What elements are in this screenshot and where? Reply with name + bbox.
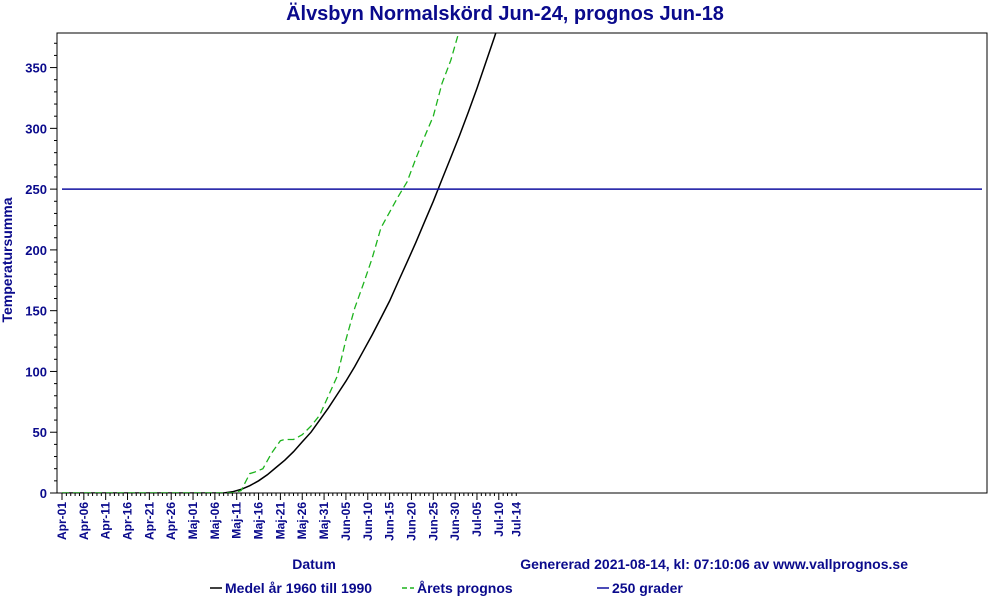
- x-tick: Apr-16: [121, 502, 135, 540]
- y-tick-label: 0: [40, 486, 47, 501]
- x-tick: Jul-10: [492, 502, 506, 537]
- y-tick-label: 100: [25, 364, 47, 379]
- x-tick-label: Apr-06: [77, 502, 91, 540]
- x-tick: Jun-15: [383, 502, 397, 541]
- x-tick: Apr-11: [99, 502, 113, 540]
- x-tick: Maj-21: [273, 502, 287, 540]
- x-tick-label: Jun-10: [361, 502, 375, 541]
- y-tick-label: 350: [25, 61, 47, 76]
- x-tick-label: Jun-30: [448, 502, 462, 541]
- x-tick: Jun-30: [448, 502, 462, 541]
- x-tick-label: Maj-21: [273, 502, 287, 540]
- x-tick-label: Maj-26: [295, 502, 309, 540]
- x-tick-label: Jun-20: [404, 502, 418, 541]
- x-tick: Maj-16: [252, 502, 266, 540]
- legend-label: Medel år 1960 till 1990: [225, 580, 372, 596]
- y-tick-label: 300: [25, 121, 47, 136]
- x-tick: Maj-06: [208, 502, 222, 540]
- y-axis-label: Temperatursumma: [0, 197, 15, 322]
- x-tick-label: Apr-21: [142, 502, 156, 540]
- x-tick-label: Maj-01: [186, 502, 200, 540]
- x-tick-label: Maj-16: [252, 502, 266, 540]
- y-tick-label: 150: [25, 304, 47, 319]
- x-tick: Jun-25: [426, 502, 440, 541]
- x-tick-label: Jul-05: [470, 502, 484, 537]
- x-tick-label: Jun-05: [339, 502, 353, 541]
- x-tick: Apr-01: [55, 502, 69, 540]
- x-tick-label: Apr-11: [99, 502, 113, 540]
- x-axis: Apr-01 Apr-06 Apr-11 Apr-16 Apr-21 Apr-26 Maj-…: [55, 493, 523, 541]
- x-tick: Apr-26: [164, 502, 178, 540]
- x-tick: Jun-20: [404, 502, 418, 541]
- generated-footer: Genererad 2021-08-14, kl: 07:10:06 av ww…: [520, 556, 908, 572]
- y-tick-label: 200: [25, 243, 47, 258]
- x-tick: Apr-06: [77, 502, 91, 540]
- y-tick-label: 50: [33, 425, 47, 440]
- x-tick: Maj-26: [295, 502, 309, 540]
- x-tick: Jun-10: [361, 502, 375, 541]
- x-axis-label: Datum: [292, 556, 336, 572]
- x-tick-label: Apr-16: [121, 502, 135, 540]
- x-tick: Jul-14: [509, 502, 523, 537]
- x-tick: Apr-21: [142, 502, 156, 540]
- y-axis: 0 50 100 150 200 250 300 350: [25, 33, 58, 501]
- x-tick: Jul-05: [470, 502, 484, 537]
- legend: Medel år 1960 till 1990 Årets prognos 250 …: [210, 580, 683, 596]
- x-tick: Maj-11: [230, 502, 244, 539]
- y-tick-label: 250: [25, 182, 47, 197]
- x-tick-label: Jul-14: [509, 502, 523, 537]
- x-tick-label: Maj-31: [317, 502, 331, 540]
- x-tick-label: Jun-15: [383, 502, 397, 541]
- series-line-2: [62, 33, 460, 493]
- plot-frame: [56, 32, 988, 494]
- x-tick-label: Apr-01: [55, 502, 69, 540]
- series-line-1: [62, 33, 497, 493]
- x-tick: Maj-01: [186, 502, 200, 540]
- x-tick-label: Maj-06: [208, 502, 222, 540]
- x-tick-label: Jul-10: [492, 502, 506, 537]
- x-tick-label: Apr-26: [164, 502, 178, 540]
- x-tick-label: Jun-25: [426, 502, 440, 541]
- legend-label: 250 grader: [612, 580, 683, 596]
- series-layer: [62, 33, 982, 493]
- legend-label: Årets prognos: [417, 580, 513, 596]
- x-tick-label: Maj-11: [230, 502, 244, 539]
- x-tick: Maj-31: [317, 502, 331, 540]
- chart-title: Älvsbyn Normalskörd Jun-24, prognos Jun-…: [286, 2, 724, 25]
- x-tick: Jun-05: [339, 502, 353, 541]
